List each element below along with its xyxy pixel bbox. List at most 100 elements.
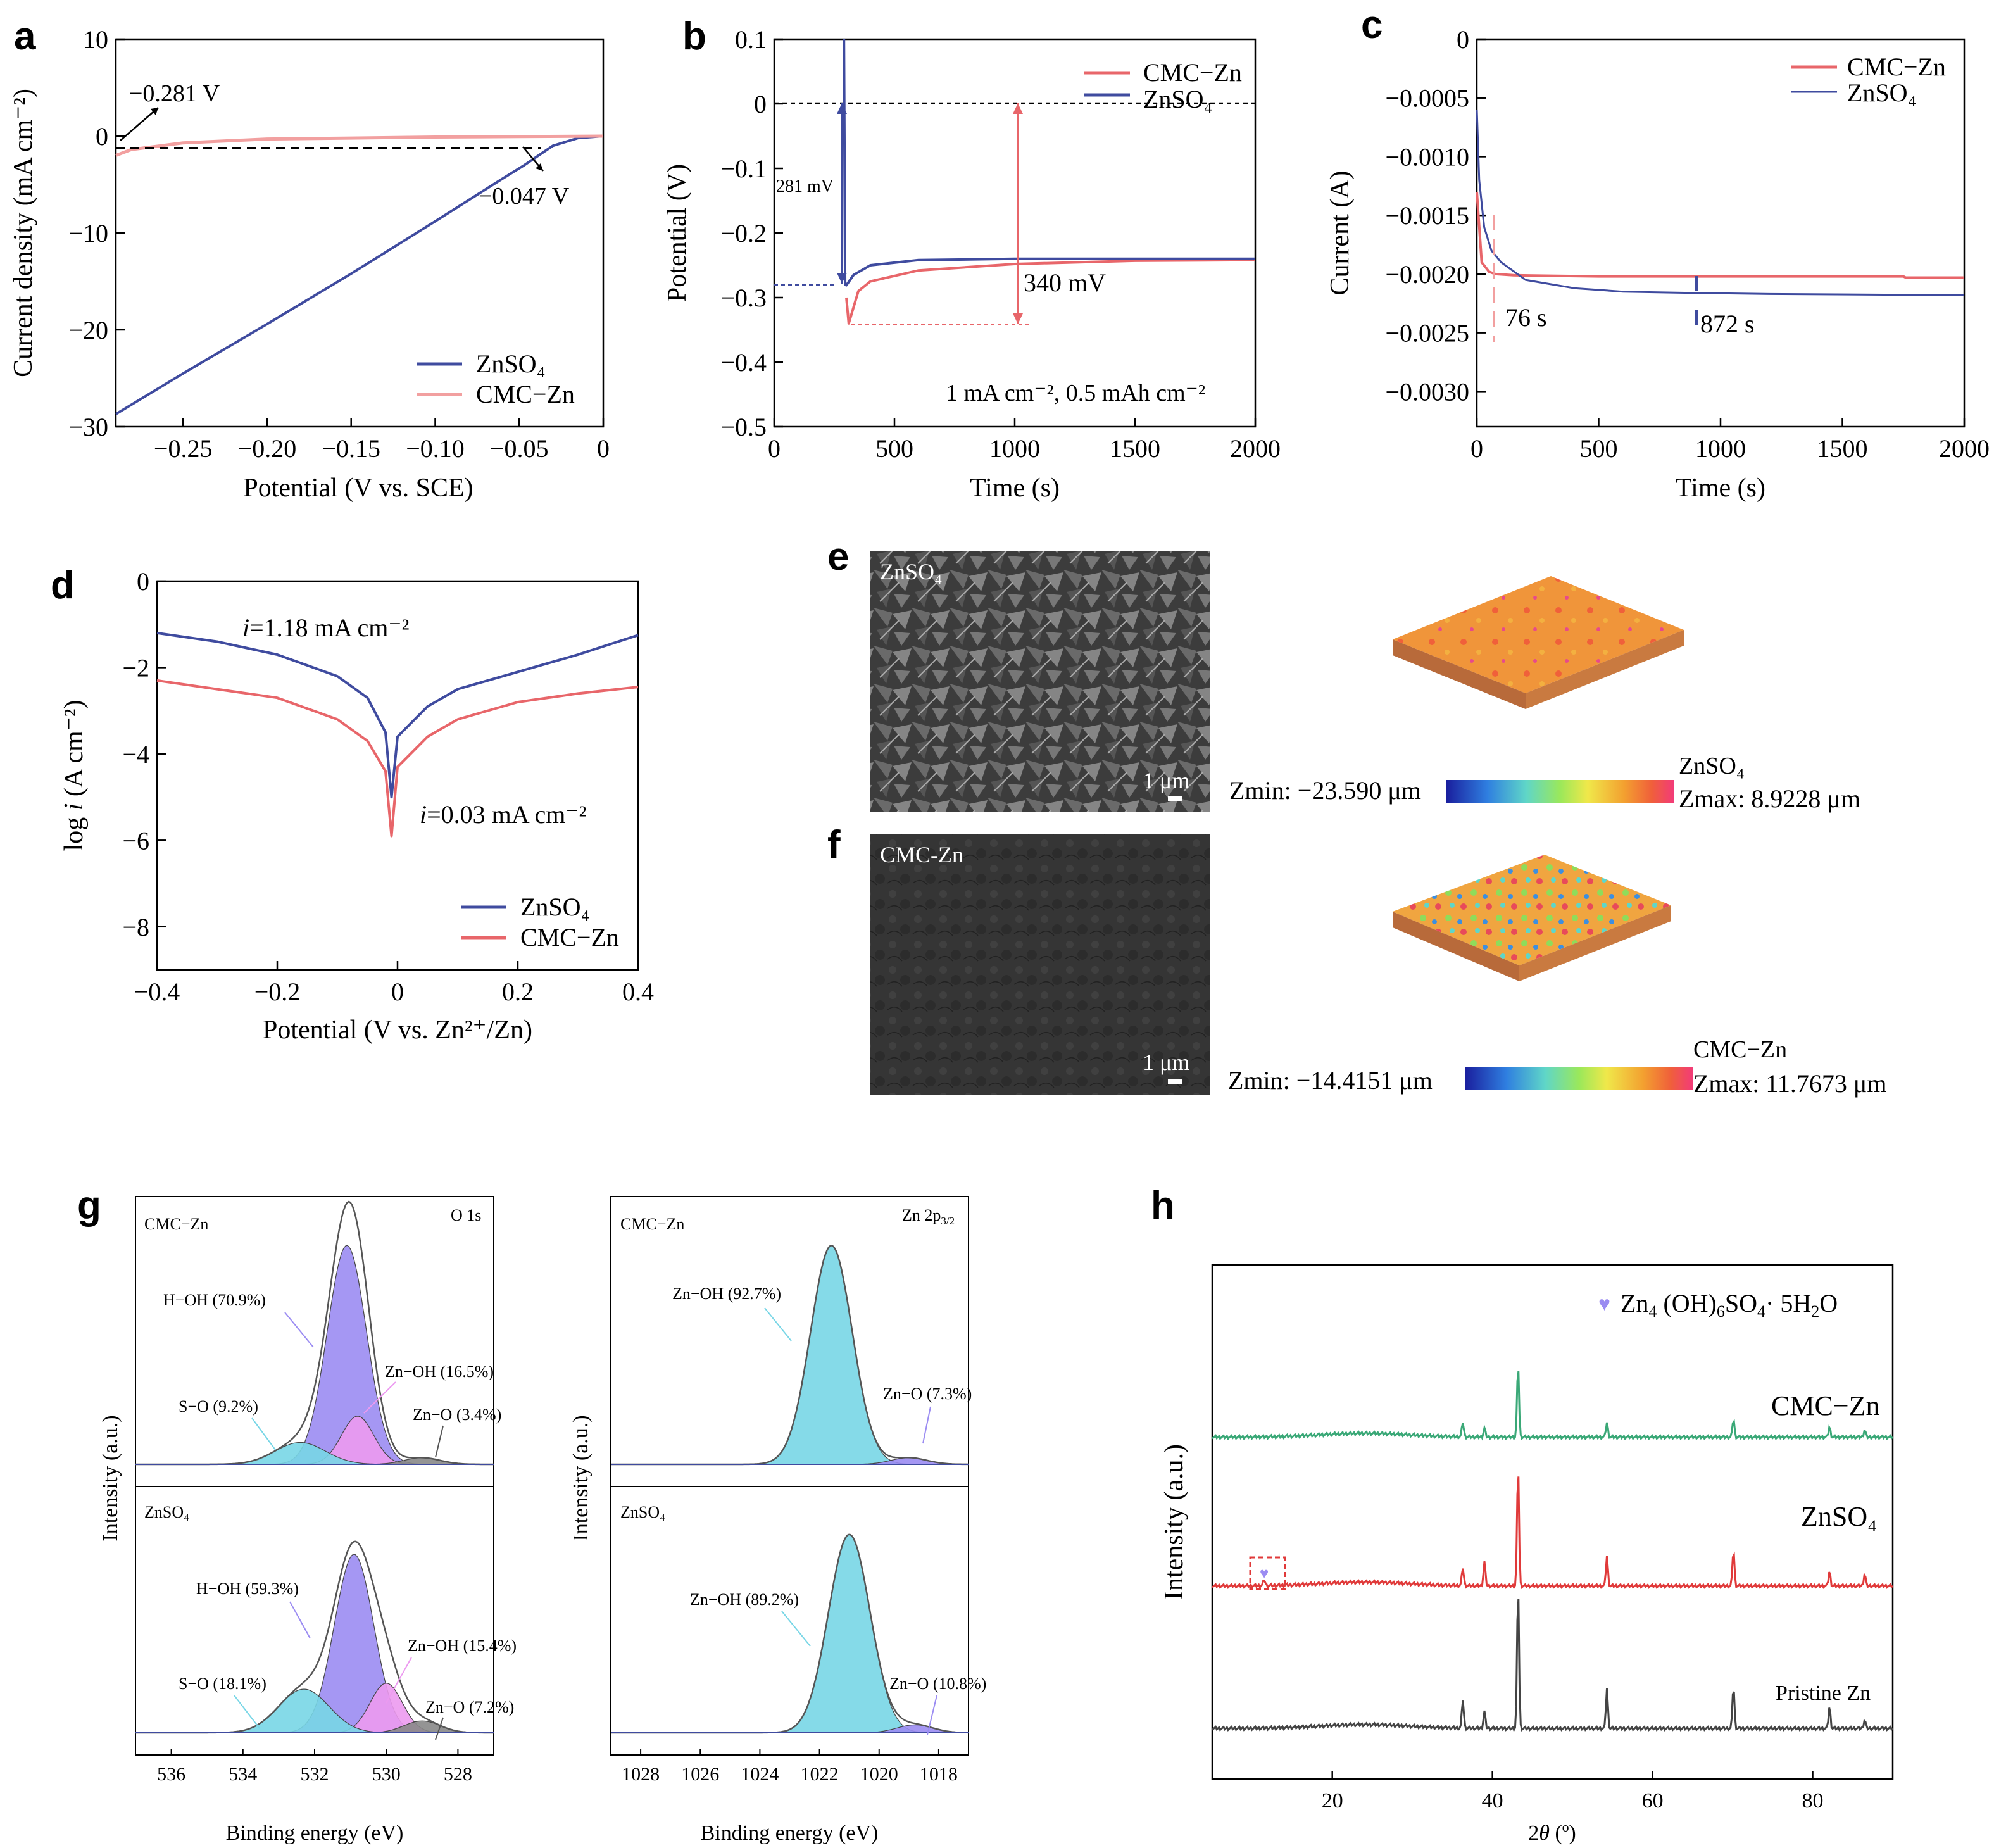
x-tick-label: 1000 (1695, 434, 1746, 463)
arrow-head (837, 103, 847, 114)
arrow-head (1013, 313, 1023, 324)
xps-zn2p (611, 1245, 969, 1734)
peak-label: Zn−OH (89.2%) (690, 1590, 799, 1609)
peak-label: Zn−O (7.2%) (425, 1698, 514, 1716)
legend-label: ZnSO₄ (1143, 85, 1213, 113)
y-tick-label: −10 (68, 219, 108, 248)
y-tick-label: −0.0020 (1385, 260, 1469, 289)
x-tick-label: 532 (301, 1764, 329, 1785)
y-axis-label: Current density (mA cm⁻²) (9, 89, 38, 377)
panel-d: d −0.4 −0.2 0 0.2 0.4 0 −2 −4 −6 −8 i=1.18 mA cm⁻… (51, 563, 654, 1045)
annotation: 281 mV (776, 177, 834, 196)
condition-label: 1 mA cm⁻², 0.5 mAh cm⁻² (946, 380, 1205, 406)
y-tick-label: −0.2 (720, 219, 767, 248)
x-axis-label: 2θ (º) (1528, 1821, 1576, 1845)
panel-letter: c (1361, 3, 1383, 47)
y-tick-label: −0.0005 (1385, 84, 1469, 113)
y-tick-label: 0.1 (735, 25, 767, 54)
legend: ZnSO₄ CMC−Zn (417, 349, 575, 408)
series-group (115, 134, 604, 415)
zmax-label: Zmax: 11.7673 μm (1693, 1069, 1887, 1098)
zmin-label: Zmin: −14.4151 μm (1228, 1066, 1433, 1095)
peak-label: H−OH (59.3%) (196, 1580, 299, 1598)
panel-letter: d (51, 563, 75, 607)
topography-3d (1393, 576, 1684, 693)
y-tick-label: −0.0010 (1385, 142, 1469, 171)
spectrum-title: Zn 2p3/2 (902, 1206, 955, 1227)
panel-e: e ZnSO₄ 1 μm ZnSO₄ Zmin: −23.590 μm Zmax… (827, 535, 1860, 813)
x-tick-label: 0 (1470, 434, 1483, 463)
highlight-box (1249, 1556, 1286, 1590)
y-tick-label: 0 (137, 567, 149, 596)
peak-label: S−O (9.2%) (179, 1397, 258, 1416)
y-tick-label: 10 (83, 25, 108, 54)
annotation: i=1.18 mA cm⁻² (242, 613, 409, 642)
sample-label: ZnSO₄ (620, 1503, 665, 1521)
y-tick-label: −0.5 (720, 413, 767, 441)
trace-label: ZnSO₄ (1801, 1501, 1877, 1532)
y-tick-label: 0 (754, 90, 767, 118)
x-tick-label: 1500 (1817, 434, 1868, 463)
y-axis-label: log i (A cm⁻²) (60, 700, 89, 852)
topography-side (1526, 630, 1684, 709)
y-tick-label: −0.0025 (1385, 319, 1469, 348)
colorbar (1446, 780, 1674, 803)
x-tick-label: 40 (1482, 1789, 1503, 1813)
peak-label: S−O (18.1%) (179, 1675, 266, 1693)
legend: ZnSO₄ CMC−Zn (461, 893, 619, 952)
peak-arrow (363, 1381, 396, 1414)
panel-f: f CMC-Zn 1 μm CMC−Zn Zmin: −14.4151 μm Z… (827, 823, 1887, 1098)
legend-label: ZnSO₄ (1847, 79, 1917, 107)
legend-label: CMC−Zn (1143, 58, 1242, 87)
annotation: −0.047 V (479, 183, 570, 210)
colorbar-title: ZnSO₄ (1679, 753, 1745, 779)
x-tick-label: −0.2 (254, 977, 301, 1006)
series-group (156, 631, 639, 838)
x-tick-label: −0.20 (238, 434, 297, 463)
series-line (1476, 191, 1964, 279)
y-tick-label: −6 (122, 826, 149, 855)
panel-b: b 0 500 1000 1500 2000 0.1 0 −0.1 −0.2 −0.3 −0.4 −0… (663, 15, 1281, 503)
y-axis-label: Current (A) (1326, 170, 1355, 295)
sem-label: CMC-Zn (880, 842, 963, 867)
peak-arrow (435, 1717, 444, 1740)
annotation: i=0.03 mA cm⁻² (420, 800, 586, 829)
x-tick-label: 0 (391, 977, 404, 1006)
legend-label: CMC−Zn (476, 380, 575, 408)
axes: 0 500 1000 1500 2000 0.1 0 −0.1 −0.2 −0.3 −0.4 −0.5 (720, 25, 1281, 463)
x-axis-label: Time (s) (1676, 474, 1765, 503)
x-tick-label: 1028 (622, 1764, 660, 1785)
x-tick-label: 1022 (801, 1764, 839, 1785)
peak-arrow (927, 1695, 937, 1735)
scale-bar-label: 1 μm (1143, 1050, 1189, 1075)
sem-image (870, 834, 1210, 1095)
x-tick-label: 1500 (1110, 434, 1160, 463)
trace-label: CMC−Zn (1771, 1390, 1880, 1421)
x-tick-label: 1018 (920, 1764, 958, 1785)
annotation: 340 mV (1024, 268, 1106, 297)
topography-side (1519, 905, 1671, 981)
peak-label: Zn−O (7.3%) (883, 1385, 972, 1403)
x-tick-label: −0.05 (490, 434, 549, 463)
y-tick-label: −2 (122, 653, 149, 682)
panel-letter: e (827, 535, 849, 579)
peak-arrow (251, 1417, 276, 1450)
y-tick-label: −0.4 (720, 348, 767, 377)
panel-letter: a (14, 15, 36, 58)
zmax-label: Zmax: 8.9228 μm (1679, 784, 1860, 813)
peak-label: Zn−OH (92.7%) (672, 1285, 781, 1303)
x-axis-label: Potential (V vs. SCE) (243, 474, 473, 503)
plot-frame-o1s (135, 1196, 494, 1756)
axes: −0.4 −0.2 0 0.2 0.4 0 −2 −4 −6 −8 (122, 567, 654, 1006)
y-tick-label: −0.0015 (1385, 201, 1469, 230)
sem-image (870, 551, 1210, 812)
peak-arrow (781, 1611, 811, 1647)
x-tick-label: 500 (875, 434, 913, 463)
envelope (611, 1245, 969, 1466)
phase-marker: ♥ (1260, 1566, 1269, 1582)
arrow-head (536, 163, 543, 171)
scale-bar (1168, 1079, 1182, 1084)
spectrum-title: O 1s (451, 1206, 481, 1224)
x-tick-label: 534 (229, 1764, 257, 1785)
